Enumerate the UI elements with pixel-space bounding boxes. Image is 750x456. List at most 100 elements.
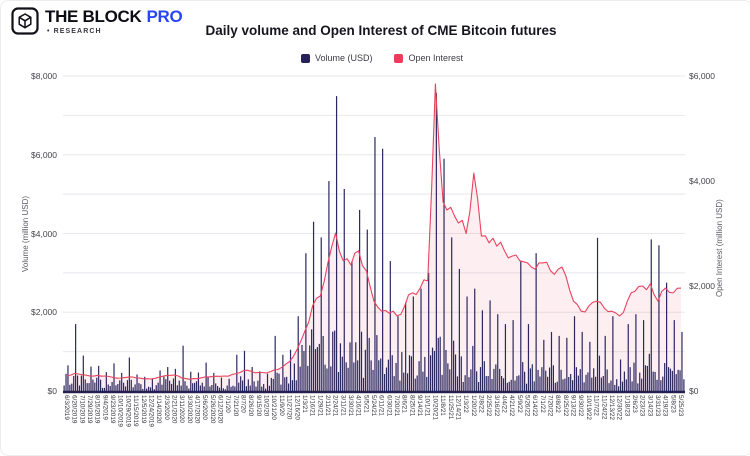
volume-bar <box>608 383 610 391</box>
x-axis-label: 1/3/22 <box>462 395 470 413</box>
legend-item-volume[interactable]: Volume (USD) <box>300 53 373 63</box>
volume-bar <box>535 253 537 391</box>
volume-bar <box>633 362 635 391</box>
legend-label-volume: Volume (USD) <box>314 53 373 63</box>
x-axis-label: 4/19/23 <box>661 395 669 417</box>
volume-bar <box>155 385 157 391</box>
x-axis-label: 11/27/20 <box>285 395 293 420</box>
volume-bar <box>288 383 290 391</box>
volume-bar <box>422 371 424 391</box>
volume-bar <box>614 384 616 391</box>
volume-bar <box>479 367 482 391</box>
volume-bar <box>629 367 631 391</box>
volume-bar <box>101 387 104 391</box>
volume-bar <box>240 376 242 391</box>
volume-bar <box>263 384 265 391</box>
volume-bar <box>497 314 499 391</box>
volume-bar <box>595 376 597 391</box>
volume-bar <box>485 376 487 391</box>
volume-bar <box>270 377 272 391</box>
x-axis-label: 6/30/21 <box>385 395 393 417</box>
volume-bar <box>522 362 524 391</box>
x-axis-label: 5/24/21 <box>370 395 377 417</box>
volume-bar <box>449 369 451 391</box>
volume-bar <box>669 368 672 391</box>
volume-bar <box>420 288 422 391</box>
x-axis-label: 9/30/22 <box>577 395 585 417</box>
x-axis-label: 3/31/23 <box>653 395 661 417</box>
x-axis-label: 4/21/22 <box>508 395 516 417</box>
x-axis-label: 11/7/22 <box>592 395 600 416</box>
x-axis-label: 11/15/2019 <box>132 395 140 427</box>
legend-item-open-interest[interactable]: Open Interest <box>394 53 463 63</box>
volume-bar <box>241 380 244 391</box>
volume-bar <box>662 376 664 391</box>
volume-bar <box>311 329 313 391</box>
right-axis-tick: $4,000 <box>689 176 715 186</box>
volume-bar <box>516 376 518 391</box>
volume-bar <box>92 379 94 391</box>
volume-bar <box>543 339 545 391</box>
volume-bar <box>84 379 86 391</box>
x-axis-label: 1/18/23 <box>623 395 631 417</box>
volume-bar <box>410 356 413 391</box>
volume-bar <box>335 96 338 391</box>
x-axis-label: 12/16/20 <box>293 395 301 420</box>
x-axis-label: 8/8/22 <box>554 395 562 413</box>
volume-bar <box>527 324 530 391</box>
volume-bar <box>364 349 366 391</box>
volume-bar <box>401 352 403 391</box>
volume-bar <box>142 388 144 391</box>
volume-bar <box>334 330 336 391</box>
x-axis-label: 11/8/21 <box>439 395 447 416</box>
volume-bar <box>305 253 307 391</box>
volume-bar <box>170 383 173 391</box>
volume-bar <box>598 355 601 391</box>
volume-bar <box>451 237 453 391</box>
volume-bar <box>483 361 485 391</box>
volume-bar <box>612 316 614 391</box>
volume-bar <box>147 386 150 391</box>
right-axis-tick: $0 <box>689 386 699 396</box>
volume-bar <box>222 388 224 391</box>
volume-bar <box>412 296 414 391</box>
x-axis-label: 4/17/2020 <box>193 395 201 424</box>
x-axis-label: 10/2/20 <box>262 395 270 417</box>
x-axis-label: 3/14/23 <box>646 395 654 417</box>
volume-bar <box>293 363 295 391</box>
brand-name: THE BLOCK <box>45 7 142 26</box>
volume-bar <box>123 382 125 391</box>
volume-bar <box>437 337 439 391</box>
volume-bar <box>631 381 633 391</box>
volume-bar <box>460 356 462 391</box>
volume-bar <box>320 237 322 391</box>
volume-bar <box>570 374 572 391</box>
volume-bar <box>464 375 466 391</box>
volume-bar <box>149 387 152 391</box>
volume-bar <box>230 386 232 391</box>
volume-bar <box>504 324 507 391</box>
volume-bar <box>362 377 365 391</box>
volume-bar <box>159 370 161 391</box>
volume-bar <box>556 381 558 391</box>
volume-bar <box>345 362 347 391</box>
left-axis-tick: $6,000 <box>31 149 57 160</box>
volume-bar <box>119 380 121 391</box>
volume-bar <box>353 362 355 391</box>
left-axis-tick: $2,000 <box>31 307 57 318</box>
volume-bar <box>65 373 67 391</box>
volume-bar <box>445 350 447 391</box>
volume-bar <box>169 380 171 391</box>
volume-bar <box>226 385 228 391</box>
open-interest-line <box>66 83 682 380</box>
volume-bar <box>301 345 303 391</box>
volume-bar <box>681 331 683 391</box>
right-axis-tick: $6,000 <box>689 71 715 81</box>
x-axis-label: 10/1/21 <box>423 395 431 417</box>
x-axis-label: 1/14/2020 <box>155 395 163 424</box>
volume-bar <box>387 359 389 391</box>
volume-bar <box>330 366 332 391</box>
volume-bar <box>380 358 382 391</box>
volume-bar <box>167 367 169 391</box>
x-axis-label: 3/30/21 <box>346 395 354 417</box>
